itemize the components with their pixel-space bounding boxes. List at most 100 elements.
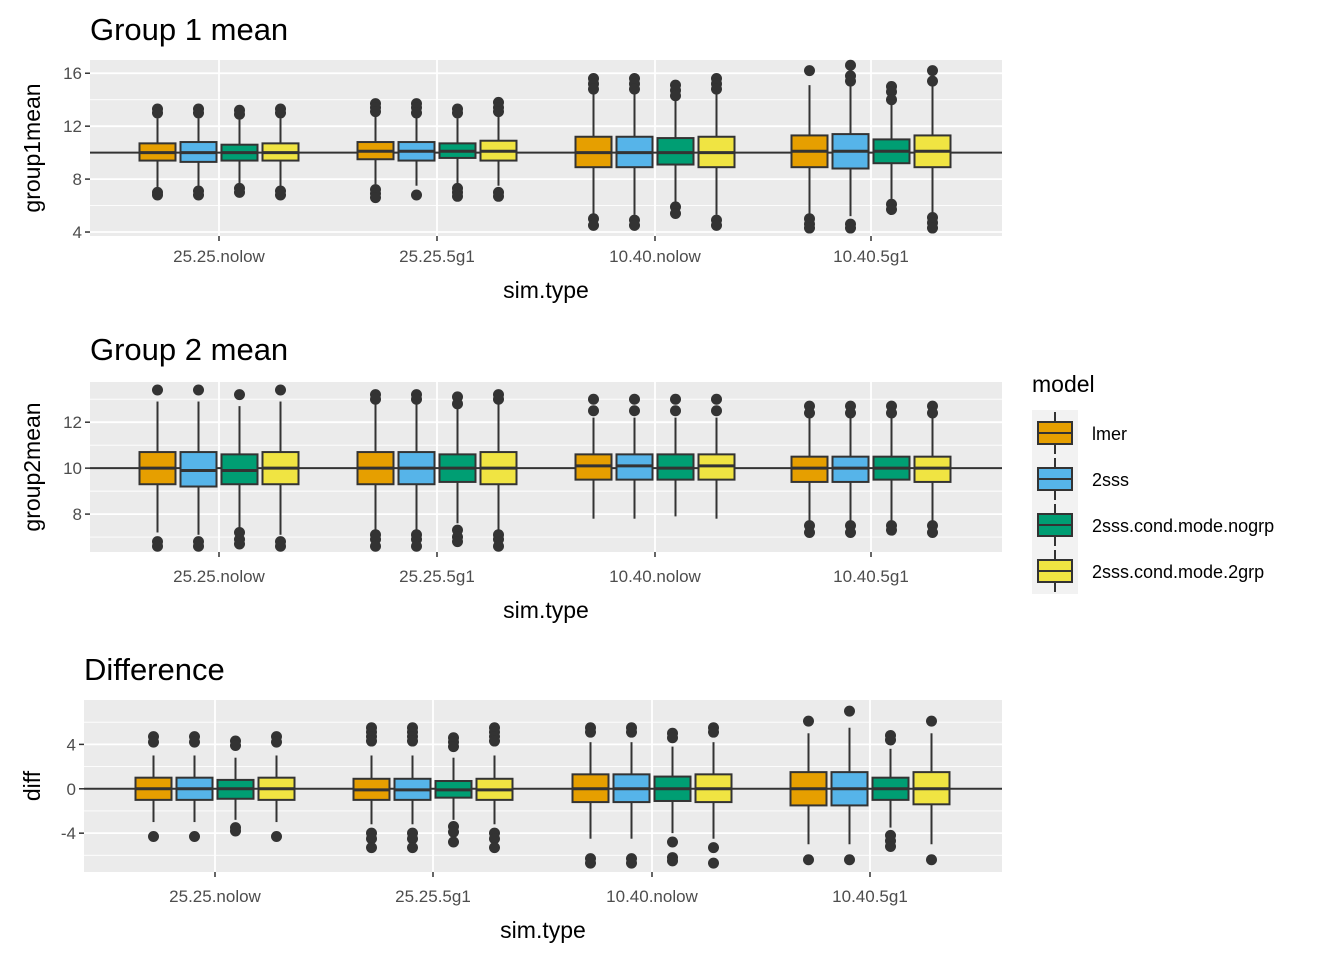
outlier-point (370, 106, 381, 118)
x-tick-label: 10.40.nolow (606, 887, 698, 906)
outlier-point (411, 540, 422, 552)
outlier-point (927, 407, 938, 419)
outlier-point (152, 384, 163, 396)
outlier-point (370, 192, 381, 204)
boxplot (261, 384, 300, 552)
outlier-point (711, 405, 722, 417)
outlier-point (845, 75, 856, 87)
outlier-point (711, 219, 722, 231)
outlier-point (670, 393, 681, 405)
boxplot (615, 73, 654, 231)
outlier-point (585, 857, 596, 869)
outlier-point (489, 833, 500, 845)
y-tick-label: -4 (61, 824, 76, 843)
outlier-point (670, 405, 681, 417)
outlier-point (275, 540, 286, 552)
boxplot (830, 705, 869, 866)
boxplot (179, 384, 218, 552)
outlier-point (448, 741, 459, 753)
outlier-point (407, 842, 418, 854)
y-axis-label: group1mean (19, 83, 45, 212)
boxplot (831, 400, 870, 538)
y-tick-label: 4 (73, 223, 82, 242)
outlier-point (452, 107, 463, 119)
outlier-point (230, 739, 241, 751)
outlier-point (271, 830, 282, 842)
boxplot (656, 393, 695, 517)
boxplot (574, 73, 613, 231)
x-tick-label: 10.40.nolow (609, 567, 701, 586)
legend-item: 2sss (1032, 456, 1129, 502)
outlier-point (629, 393, 640, 405)
boxplot (615, 393, 654, 519)
outlier-point (886, 94, 897, 106)
outlier-point (708, 726, 719, 738)
y-axis-label: group2mean (19, 402, 45, 531)
boxplot (790, 65, 829, 234)
outlier-point (626, 726, 637, 738)
outlier-point (926, 715, 937, 727)
x-axis-label: sim.type (503, 597, 589, 623)
outlier-point (667, 836, 678, 848)
boxplot (393, 722, 432, 854)
outlier-point (152, 540, 163, 552)
boxplot (356, 389, 395, 552)
x-axis-label: sim.type (503, 277, 589, 303)
outlier-point (844, 854, 855, 866)
boxplot (653, 727, 692, 867)
boxplot (216, 735, 255, 837)
outlier-point (193, 540, 204, 552)
outlier-point (711, 393, 722, 405)
outlier-point (670, 208, 681, 220)
outlier-point (927, 222, 938, 234)
outlier-point (885, 734, 896, 746)
outlier-point (804, 407, 815, 419)
legend-item: lmer (1032, 410, 1127, 456)
outlier-point (452, 190, 463, 202)
outlier-point (152, 189, 163, 201)
outlier-point (493, 106, 504, 118)
outlier-point (275, 189, 286, 201)
boxplot (871, 730, 910, 852)
outlier-point (844, 705, 855, 717)
outlier-point (626, 857, 637, 869)
x-tick-label: 10.40.5g1 (832, 887, 908, 906)
legend-label: lmer (1092, 424, 1127, 444)
legend-label: 2sss (1092, 470, 1129, 490)
panel-title: Group 2 mean (90, 332, 288, 367)
boxplot (397, 98, 436, 201)
panel-2: 8 10 12 25.25.nolow 25.25.5g1 10.40.nolow 10.4… (19, 332, 1002, 623)
y-tick-label: 16 (63, 64, 82, 83)
outlier-point (407, 735, 418, 747)
outlier-point (670, 90, 681, 102)
outlier-point (275, 107, 286, 119)
outlier-point (585, 726, 596, 738)
outlier-point (886, 86, 897, 98)
outlier-point (189, 736, 200, 748)
boxplot (220, 104, 259, 198)
boxplot (179, 103, 218, 201)
outlier-point (489, 842, 500, 854)
y-tick-label: 8 (73, 505, 82, 524)
outlier-point (271, 736, 282, 748)
boxplot (697, 73, 736, 231)
boxplot (656, 79, 695, 220)
outlier-point (803, 715, 814, 727)
outlier-point (927, 65, 938, 77)
outlier-point (885, 840, 896, 852)
boxplot (571, 722, 610, 869)
boxplot (438, 391, 477, 548)
x-tick-label: 25.25.nolow (169, 887, 261, 906)
y-axis-label: diff (19, 770, 45, 801)
outlier-point (667, 732, 678, 744)
outlier-point (886, 524, 897, 536)
legend: model lmer 2sss 2sss.cond.mode.nogrp 2sss.co… (1032, 371, 1274, 594)
boxplot (790, 400, 829, 538)
y-tick-label: 12 (63, 413, 82, 432)
outlier-point (708, 857, 719, 869)
outlier-point (708, 842, 719, 854)
panel-3: -4 0 4 25.25.nolow 25.25.5g1 10.40.nolow 10.40… (19, 652, 1002, 943)
x-tick-label: 10.40.5g1 (833, 247, 909, 266)
